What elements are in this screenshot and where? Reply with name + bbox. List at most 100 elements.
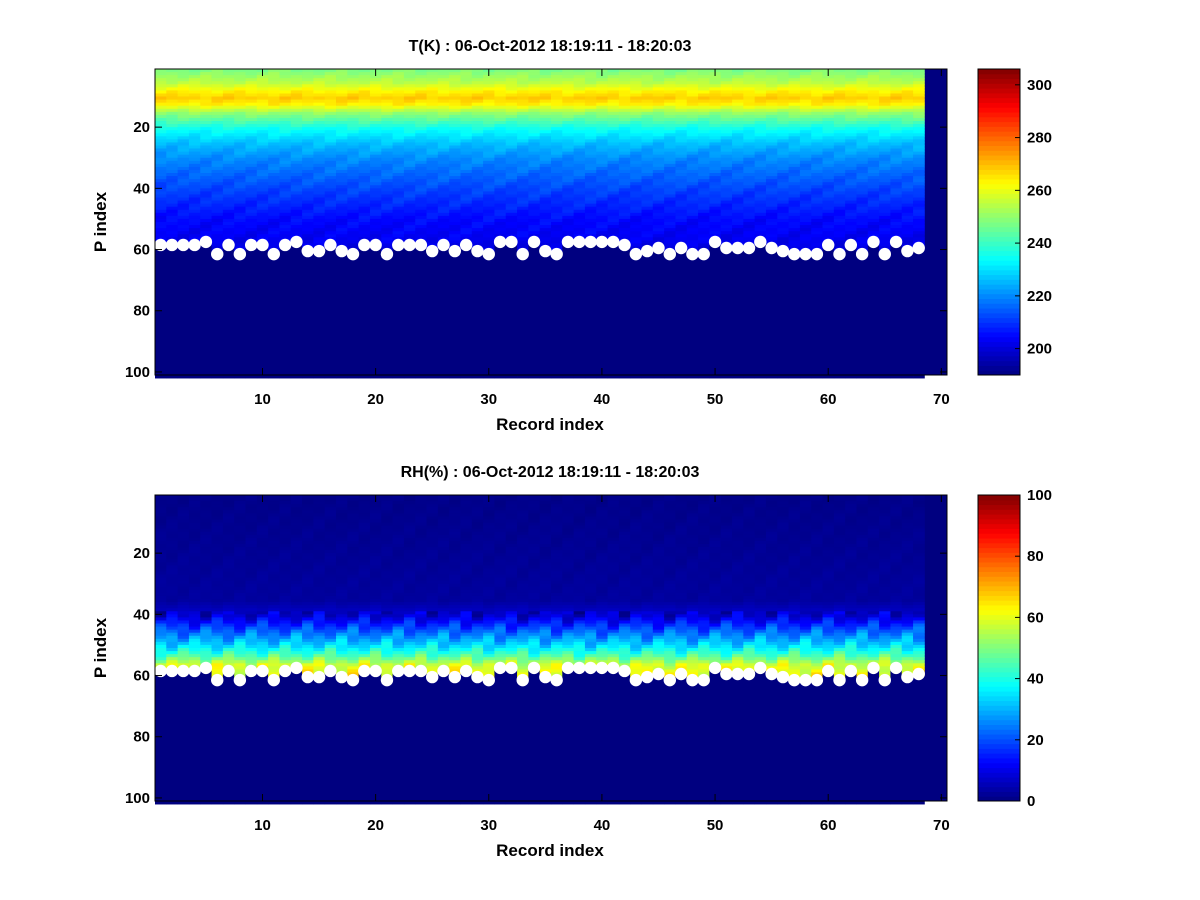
heatmap-cell [449, 93, 461, 97]
heatmap-cell [483, 194, 495, 198]
heatmap-cell [369, 127, 382, 131]
heatmap-cell [279, 295, 292, 299]
heatmap-cell [607, 203, 620, 208]
heatmap-cell [664, 353, 676, 358]
heatmap-cell [686, 130, 699, 134]
heatmap-cell [449, 301, 461, 306]
heatmap-cell [324, 359, 337, 364]
heatmap-cell [539, 90, 552, 94]
heatmap-cell [222, 362, 235, 367]
heatmap-cell [166, 200, 179, 205]
heatmap-cell [641, 286, 654, 290]
heatmap-cell [336, 310, 348, 315]
heatmap-cell [551, 148, 563, 153]
heatmap-cell [166, 313, 179, 318]
heatmap-cell [313, 329, 326, 333]
heatmap-cell [483, 258, 495, 263]
heatmap-cell [234, 368, 246, 373]
heatmap-cell [392, 292, 405, 296]
heatmap-cell [381, 228, 393, 232]
heatmap-cell [618, 252, 631, 257]
heatmap-cell [415, 319, 427, 324]
heatmap-cell [562, 286, 575, 290]
heatmap-cell [494, 341, 507, 345]
heatmap-cell [369, 231, 382, 235]
heatmap-cell [573, 231, 586, 235]
heatmap-cell [652, 185, 665, 189]
heatmap-cell [675, 322, 688, 327]
heatmap-cell [268, 231, 280, 235]
heatmap-cell [607, 344, 620, 348]
heatmap-cell [607, 316, 620, 321]
heatmap-cell [234, 270, 246, 275]
heatmap-cell [664, 292, 676, 296]
heatmap-cell [505, 160, 518, 165]
heatmap-cell [415, 267, 427, 272]
heatmap-cell [483, 356, 495, 361]
heatmap-cell [528, 93, 541, 97]
heatmap-cell [460, 191, 473, 195]
heatmap-cell [369, 84, 382, 88]
heatmap-cell [381, 365, 393, 370]
heatmap-cell [211, 277, 224, 281]
heatmap-cell [313, 375, 326, 379]
heatmap-cell [618, 267, 631, 272]
heatmap-cell [652, 375, 665, 379]
heatmap-cell [573, 249, 586, 253]
heatmap-cell [200, 142, 212, 146]
heatmap-cell [630, 225, 642, 229]
heatmap-cell [358, 228, 371, 232]
heatmap-cell [449, 286, 461, 290]
heatmap-cell [505, 127, 518, 131]
heatmap-cell [403, 127, 416, 131]
heatmap-cell [155, 353, 167, 358]
heatmap-cell [698, 237, 710, 241]
heatmap-cell [200, 191, 212, 195]
heatmap-cell [494, 111, 507, 116]
heatmap-cell [517, 335, 529, 339]
heatmap-cell [449, 368, 461, 373]
heatmap-cell [675, 176, 688, 180]
heatmap-cell [517, 215, 529, 220]
heatmap-cell [256, 206, 269, 211]
heatmap-cell [505, 356, 518, 361]
heatmap-cell [551, 319, 563, 324]
heatmap-cell [392, 218, 405, 223]
heatmap-cell [313, 121, 326, 125]
heatmap-cell [290, 371, 303, 376]
heatmap-cell [460, 212, 473, 217]
heatmap-cell [528, 270, 541, 275]
heatmap-cell [358, 90, 371, 94]
heatmap-cell [596, 341, 608, 345]
heatmap-cell [347, 188, 360, 192]
heatmap-cell [290, 124, 303, 128]
heatmap-cell [324, 326, 337, 330]
heatmap-cell [188, 292, 201, 296]
heatmap-cell [369, 90, 382, 94]
heatmap-cell [652, 114, 665, 119]
heatmap-cell [596, 124, 608, 128]
heatmap-cell [437, 191, 450, 195]
heatmap-cell [324, 185, 337, 189]
heatmap-cell [358, 130, 371, 134]
heatmap-cell [460, 335, 473, 339]
heatmap-cell [369, 359, 382, 364]
heatmap-cell [166, 111, 179, 116]
heatmap-cell [460, 301, 473, 306]
heatmap-cell [403, 289, 416, 293]
heatmap-cell [471, 188, 484, 192]
heatmap-cell [698, 127, 710, 131]
heatmap-cell [664, 114, 676, 119]
heatmap-cell [177, 182, 190, 186]
heatmap-column [177, 69, 190, 379]
heatmap-cell [256, 203, 269, 208]
heatmap-cell [562, 188, 575, 192]
heatmap-cell [630, 280, 642, 284]
heatmap-cell [336, 338, 348, 342]
heatmap-cell [528, 160, 541, 165]
heatmap-cell [686, 78, 699, 82]
heatmap-cell [686, 102, 699, 107]
heatmap-cell [471, 124, 484, 128]
heatmap-cell [539, 310, 552, 315]
heatmap-cell [505, 353, 518, 358]
